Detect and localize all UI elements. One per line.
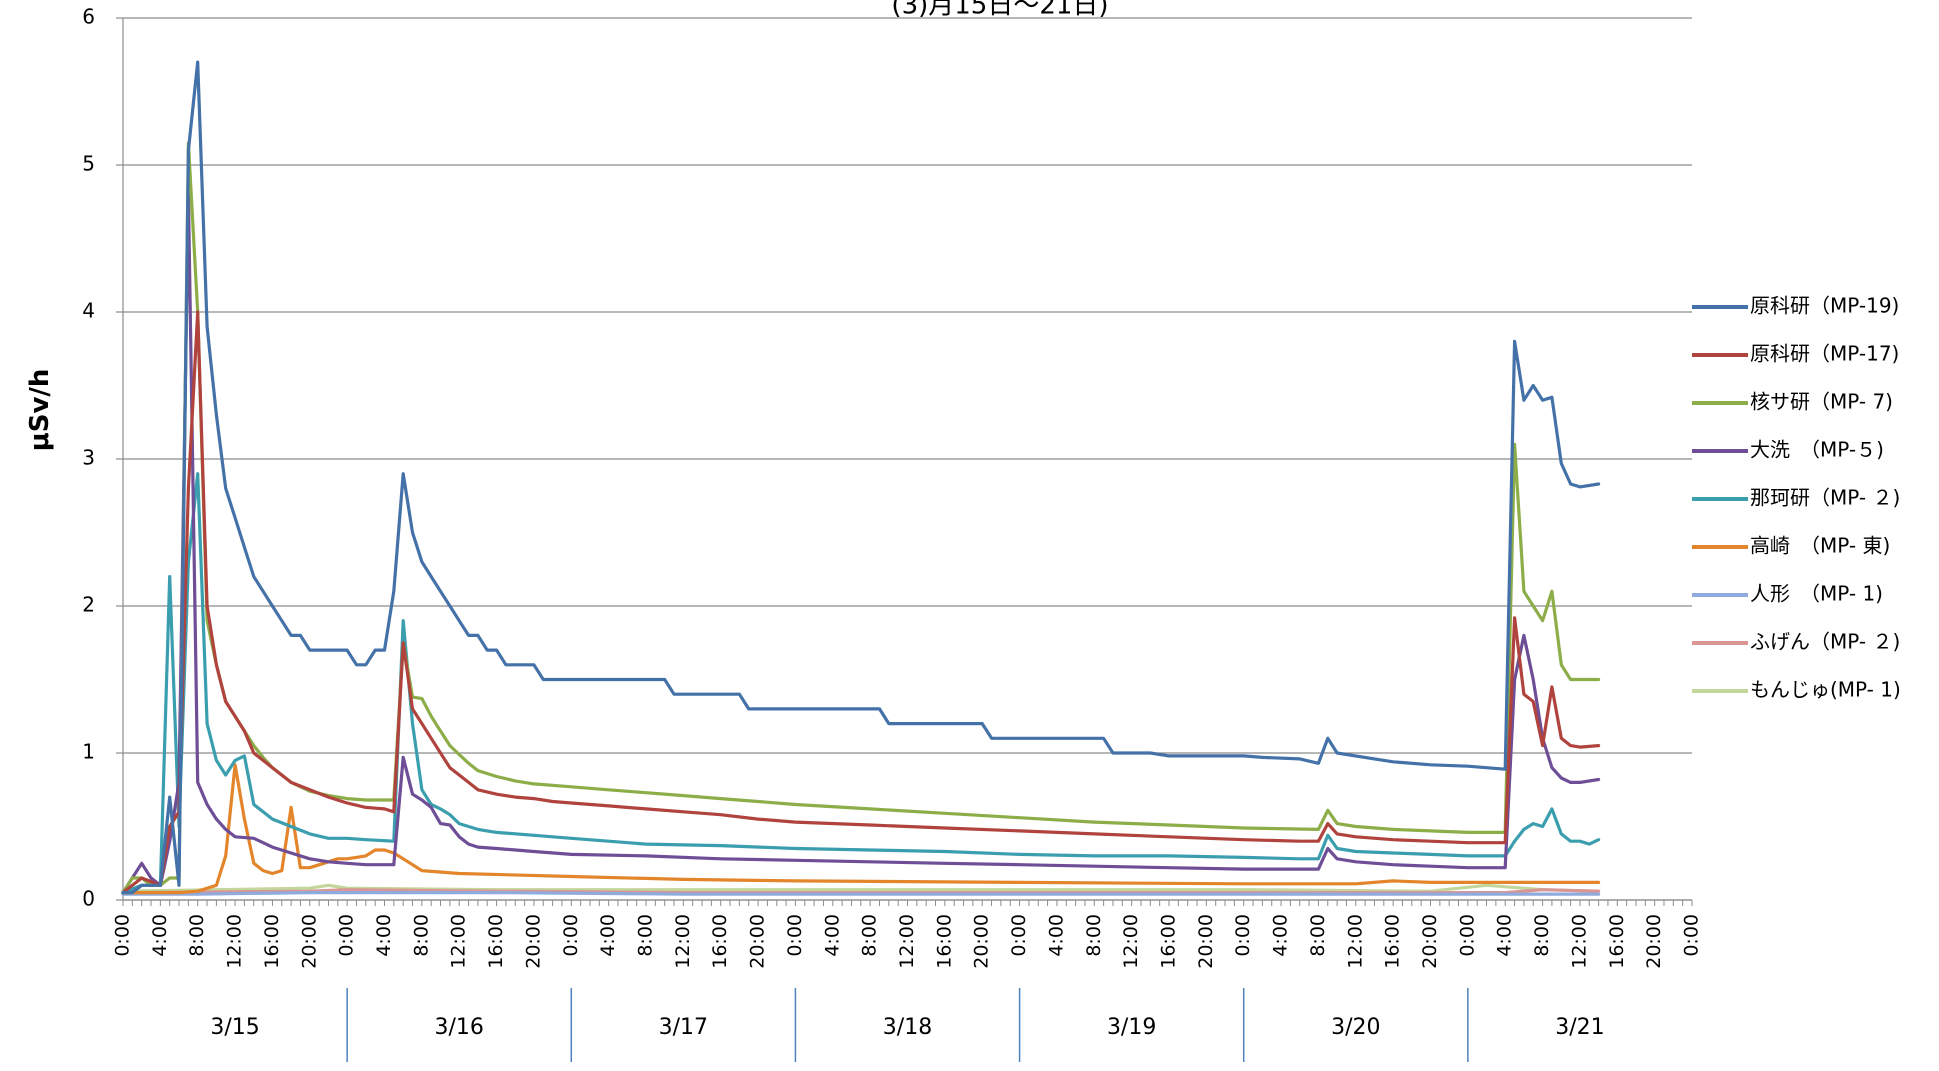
date-label: 3/21 [1555,1015,1604,1040]
y-tick-label: 5 [82,152,95,176]
x-tick-label: 12:00 [448,914,470,969]
date-label: 3/20 [1331,1015,1380,1040]
x-tick-label: 16:00 [1382,914,1404,969]
legend-label: 高崎 （MP- 東) [1750,534,1890,558]
legend-label: 原科研（MP-17) [1750,342,1899,366]
legend-label: 那珂研（MP- ２) [1750,486,1900,510]
legend-label: 大洗 （MP-５) [1750,438,1884,462]
x-tick-label: 12:00 [1568,914,1590,969]
x-tick-label: 20:00 [522,914,544,969]
series-line-0 [121,60,1601,895]
x-tick-label: 4:00 [1494,914,1516,957]
y-axis: 0 1 2 3 4 5 6 [82,5,124,911]
x-tick-label: 4:00 [821,914,843,957]
x-tick-label: 8:00 [186,914,208,957]
x-tick-label: 0:00 [1456,914,1478,957]
chart-title: (3)月15日～21日) [891,0,1108,21]
x-tick-label: 16:00 [1158,914,1180,969]
x-tick-label: 0:00 [336,914,358,957]
x-tick-label: 8:00 [1083,914,1105,957]
y-tick-label: 1 [82,740,95,764]
x-tick-label: 4:00 [597,914,619,957]
series-line-5 [121,763,1601,895]
x-tick-label: 8:00 [859,914,881,957]
x-tick-label: 16:00 [709,914,731,969]
x-tick-label: 16:00 [261,914,283,969]
x-tick-label: 4:00 [373,914,395,957]
x-tick-label: 8:00 [410,914,432,957]
x-tick-label: 4:00 [149,914,171,957]
series-line-1 [121,310,1601,895]
x-tick-label: 4:00 [1270,914,1292,957]
x-tick-label: 12:00 [1120,914,1142,969]
x-tick-label: 0:00 [560,914,582,957]
y-axis-label: μSv/h [25,369,55,452]
x-tick-label: 0:00 [1232,914,1254,957]
legend-label: ふげん（MP- ２) [1750,630,1900,654]
x-tick-label: 8:00 [635,914,657,957]
y-tick-label: 4 [82,299,95,323]
x-axis: 0:00 4:00 8:00 12:00 16:00 20:00 0:00 4:00 8:00 1… [112,899,1703,1062]
y-tick-label: 0 [82,887,95,911]
y-tick-label: 6 [82,5,95,29]
x-tick-label: 0:00 [112,914,134,957]
date-label: 3/16 [435,1015,484,1040]
grid-lines [123,17,1692,901]
date-label: 3/18 [883,1015,932,1040]
series-line-3 [121,192,1601,895]
x-tick-label: 12:00 [672,914,694,969]
x-tick-label: 12:00 [224,914,246,969]
series-line-6 [121,891,1601,896]
legend-label: 人形 （MP- 1) [1750,582,1883,606]
y-tick-label: 2 [82,593,95,617]
x-tick-label: 0:00 [1008,914,1030,957]
x-tick-label: 20:00 [1419,914,1441,969]
series-line-8 [121,883,1601,893]
legend-label: もんじゅ(MP- 1) [1750,678,1901,702]
y-tick-label: 3 [82,446,95,470]
x-tick-label: 4:00 [1045,914,1067,957]
x-tick-label: 16:00 [485,914,507,969]
x-tick-label: 0:00 [784,914,806,957]
series-lines [121,60,1601,896]
x-tick-label: 20:00 [298,914,320,969]
legend: 原科研（MP-19) 原科研（MP-17) 核サ研（MP- 7) 大洗 （MP-５) 那… [1692,294,1901,702]
x-tick-label: 20:00 [971,914,993,969]
x-tick-label: 16:00 [1606,914,1628,969]
x-tick-label: 12:00 [896,914,918,969]
series-line-2 [121,141,1601,895]
x-tick-label: 20:00 [1643,914,1665,969]
x-tick-label: 0:00 [1681,914,1703,957]
legend-label: 原科研（MP-19) [1750,294,1899,318]
date-label: 3/19 [1107,1015,1156,1040]
x-tick-label: 20:00 [1195,914,1217,969]
x-tick-label: 12:00 [1344,914,1366,969]
legend-label: 核サ研（MP- 7) [1750,390,1893,414]
x-tick-label: 16:00 [933,914,955,969]
x-tick-label: 20:00 [747,914,769,969]
date-label: 3/15 [210,1015,259,1040]
x-tick-label: 8:00 [1307,914,1329,957]
date-label: 3/17 [659,1015,708,1040]
x-tick-label: 8:00 [1531,914,1553,957]
